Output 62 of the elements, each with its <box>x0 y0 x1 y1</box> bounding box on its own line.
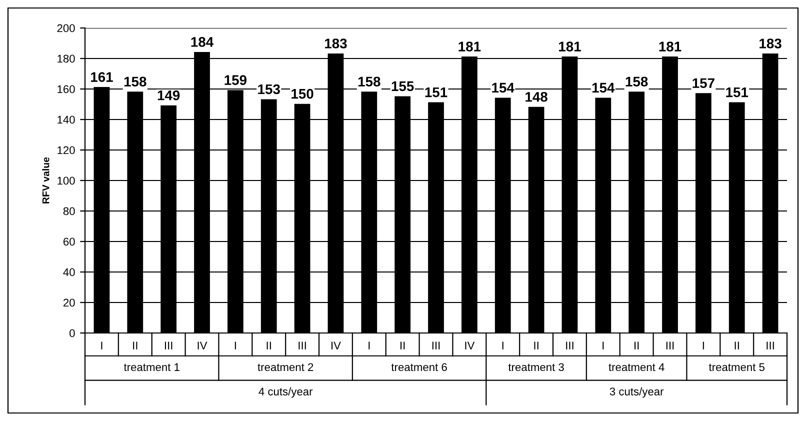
x-tick-label: I <box>368 342 370 350</box>
data-label: 184 <box>191 37 214 47</box>
x-tick-label: III <box>298 342 306 350</box>
x-tick-label: II <box>400 342 405 350</box>
data-label: 149 <box>158 90 180 100</box>
y-tick-label: 140 <box>58 116 75 124</box>
data-label: 158 <box>358 76 380 87</box>
data-label: 183 <box>325 38 347 48</box>
x-tick-label: I <box>234 342 236 350</box>
data-label: 154 <box>492 82 514 93</box>
data-label: 181 <box>659 42 682 52</box>
x-tick-label: IV <box>331 342 341 350</box>
data-label: 155 <box>392 81 414 92</box>
text: 4 cuts/year <box>258 387 313 398</box>
y-tick-label: 60 <box>63 238 75 246</box>
y-axis-title: RFV value <box>42 157 50 204</box>
data-label: 161 <box>91 72 113 82</box>
y-tick-label: 160 <box>58 85 75 94</box>
y-tick-label: 0 <box>70 329 75 338</box>
x-tick-label: II <box>133 342 138 350</box>
x-tick-label: II <box>634 342 639 350</box>
data-label: 151 <box>425 88 448 98</box>
x-tick-label: III <box>766 342 774 350</box>
data-label: 157 <box>692 78 714 88</box>
y-tick-label: 80 <box>63 207 75 216</box>
text: treatment 5 <box>708 363 764 372</box>
data-label: 181 <box>559 42 581 52</box>
data-label: 154 <box>592 82 615 93</box>
data-label: 183 <box>760 38 782 48</box>
y-tick-label: 40 <box>63 268 75 276</box>
data-label: 153 <box>258 84 280 94</box>
y-tick-label: 180 <box>58 54 75 63</box>
y-tick-label: 120 <box>58 146 75 154</box>
text: treatment 6 <box>391 363 447 372</box>
text: treatment 2 <box>258 363 314 372</box>
text: treatment 3 <box>508 363 564 372</box>
text: 3 cuts/year <box>610 387 664 398</box>
x-tick-label: IV <box>465 342 475 350</box>
x-tick-label: I <box>602 342 604 350</box>
data-label: 148 <box>526 92 548 102</box>
x-tick-label: II <box>266 342 271 350</box>
data-label: 181 <box>458 42 481 52</box>
y-tick-label: 100 <box>58 176 75 185</box>
x-tick-label: IV <box>198 342 208 350</box>
x-tick-label: III <box>432 342 440 350</box>
x-tick-label: II <box>534 342 538 350</box>
text: treatment 1 <box>124 363 180 372</box>
data-label: 158 <box>124 76 146 87</box>
data-label: 151 <box>726 88 748 98</box>
x-tick-label: I <box>702 342 704 350</box>
data-label: 158 <box>626 76 648 87</box>
data-label: 150 <box>292 88 314 99</box>
x-tick-label: III <box>164 342 172 350</box>
x-tick-label: I <box>502 342 504 350</box>
data-label: 159 <box>224 75 246 85</box>
x-tick-label: II <box>734 342 739 350</box>
x-tick-label: III <box>566 342 574 350</box>
x-tick-label: I <box>101 342 102 350</box>
y-tick-label: 200 <box>57 24 75 32</box>
y-tick-label: 20 <box>63 298 75 307</box>
x-tick-label: III <box>666 342 674 350</box>
text: treatment 4 <box>608 363 664 372</box>
